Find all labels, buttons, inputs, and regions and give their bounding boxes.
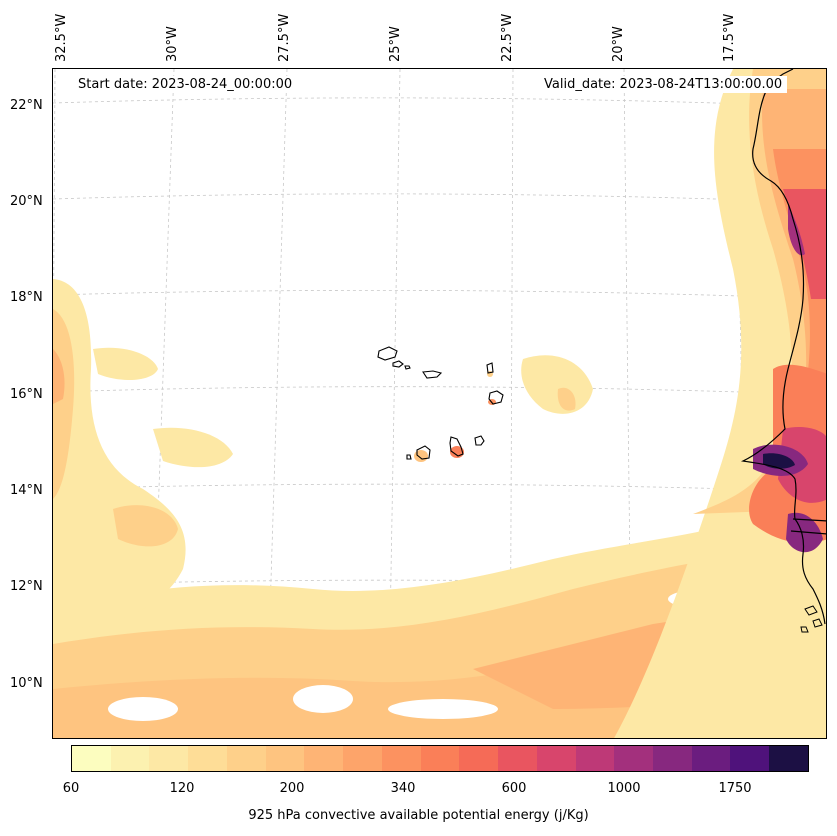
lon-label-20w: 20°W	[611, 26, 626, 62]
colorbar-segment	[536, 746, 576, 771]
colorbar-segment	[381, 746, 421, 771]
cape-field-coast	[614, 69, 826, 738]
colorbar-segment	[188, 746, 227, 771]
cape-field-central	[414, 355, 593, 462]
guinea-bissau-islands	[800, 605, 823, 633]
colorbar-segment	[304, 746, 344, 771]
gambia-outline	[790, 518, 826, 535]
colorbar-tick-120: 120	[169, 781, 195, 796]
lon-label-17-5w: 17.5°W	[722, 13, 737, 62]
colorbar-segment	[226, 746, 266, 771]
colorbar-segment	[149, 746, 189, 771]
island-sal	[486, 362, 494, 374]
colorbar-segment	[343, 746, 382, 771]
colorbar-tick-340: 340	[390, 781, 416, 796]
valid-date-label: Valid_date: 2023-08-24T13:00:00.00	[539, 76, 788, 93]
island-boa-vista	[488, 390, 504, 405]
colorbar-segment	[575, 746, 615, 771]
start-date-label: Start date: 2023-08-24_00:00:00	[73, 76, 298, 93]
island-santo-antao	[377, 346, 398, 361]
lat-label-14n: 14°N	[10, 483, 43, 498]
colorbar-tick-1750: 1750	[718, 781, 752, 796]
lat-label-10n: 10°N	[10, 676, 43, 691]
lat-label-12n: 12°N	[10, 579, 43, 594]
colorbar-segment	[614, 746, 654, 771]
lat-label-16n: 16°N	[10, 387, 43, 402]
africa-coastline	[740, 90, 826, 625]
cape-field-west	[53, 279, 233, 629]
colorbar-label: 925 hPa convective available potential e…	[248, 808, 589, 823]
island-fogo	[416, 445, 431, 460]
colorbar-segment	[769, 746, 808, 771]
colorbar-segment	[459, 746, 499, 771]
lon-label-27-5w: 27.5°W	[277, 13, 292, 62]
cape-verde-islands	[377, 346, 504, 460]
island-maio	[474, 435, 485, 446]
lat-label-18n: 18°N	[10, 290, 43, 305]
island-sao-nicolau	[422, 370, 443, 379]
colorbar-segment	[730, 746, 770, 771]
lat-label-22n: 22°N	[10, 98, 43, 113]
colorbar-segment	[72, 746, 111, 771]
colorbar-tick-200: 200	[279, 781, 305, 796]
map-panel[interactable]	[52, 68, 827, 739]
island-sao-vicente	[392, 360, 404, 368]
colorbar	[71, 745, 809, 772]
colorbar-tick-600: 600	[501, 781, 527, 796]
lon-label-30w: 30°W	[165, 26, 180, 62]
lat-label-20n: 20°N	[10, 194, 43, 209]
island-santa-luzia	[404, 365, 411, 370]
colorbar-segment	[110, 746, 150, 771]
colorbar-segment	[498, 746, 537, 771]
lon-label-32-5w: 32.5°W	[54, 13, 69, 62]
colorbar-tick-60: 60	[62, 781, 80, 796]
cape-map-canvas	[53, 69, 826, 738]
lon-label-22-5w: 22.5°W	[500, 13, 515, 62]
colorbar-segment	[653, 746, 692, 771]
island-santiago	[449, 436, 464, 457]
lon-label-25w: 25°W	[388, 26, 403, 62]
colorbar-segment	[691, 746, 731, 771]
colorbar-segment	[265, 746, 305, 771]
island-brava	[406, 454, 412, 460]
colorbar-segment	[420, 746, 460, 771]
colorbar-tick-1000: 1000	[607, 781, 641, 796]
